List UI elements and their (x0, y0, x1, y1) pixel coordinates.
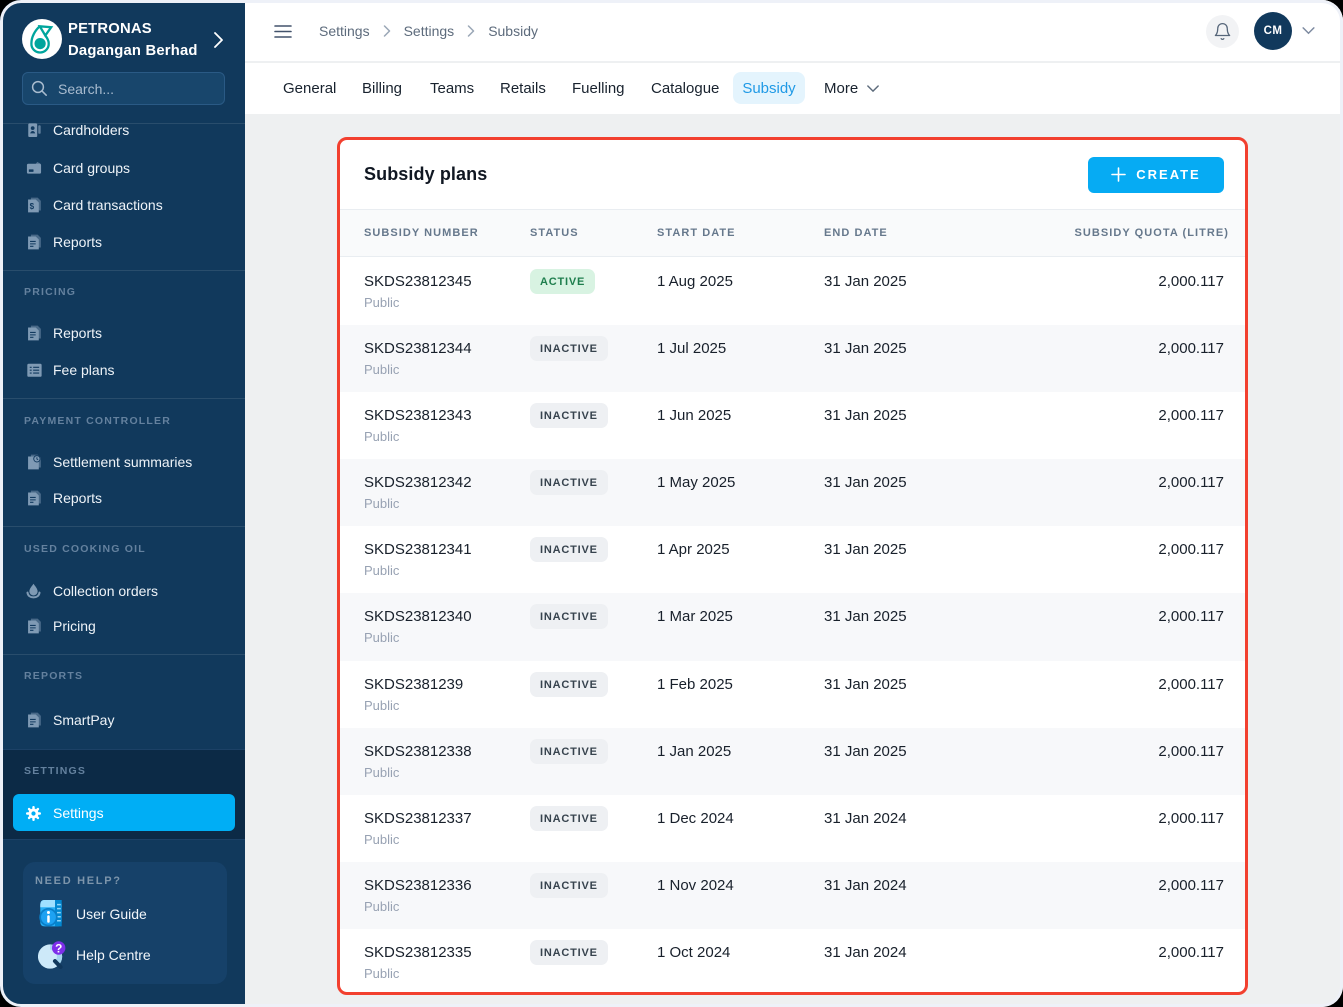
svg-text:?: ? (55, 943, 62, 956)
svg-text:$: $ (30, 202, 35, 211)
